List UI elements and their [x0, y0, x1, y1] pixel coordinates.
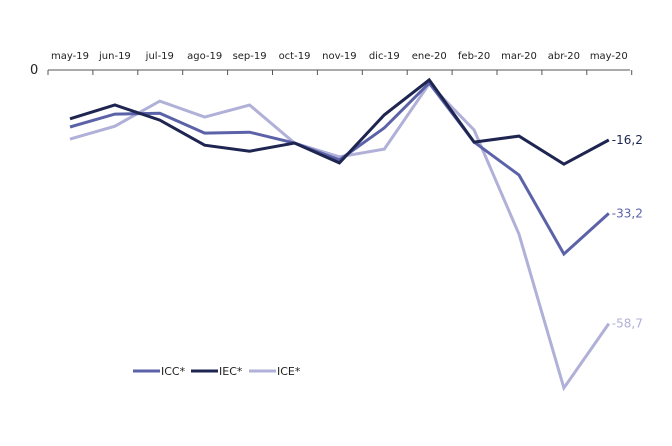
series-line-iec: [69, 77, 610, 166]
x-tick-label: sep-19: [233, 51, 267, 62]
x-tick-label: dic-19: [369, 51, 400, 62]
series-line-icc: [69, 80, 610, 257]
x-tick-label: may-19: [51, 51, 89, 62]
legend-label: IEC*: [219, 365, 243, 378]
end-value-label: -16,2: [612, 133, 643, 147]
end-value-label: -58,7: [612, 317, 643, 331]
x-tick-label: jun-19: [98, 51, 131, 62]
x-tick-label: oct-19: [279, 51, 311, 62]
x-tick-label: jul-19: [145, 51, 174, 62]
x-tick-label: nov-19: [322, 51, 356, 62]
end-value-label: -33,2: [612, 206, 643, 220]
x-tick-label: may-20: [590, 51, 628, 62]
x-tick-label: abr-20: [548, 51, 580, 62]
x-tick-label: mar-20: [501, 51, 537, 62]
series-line-ice: [69, 81, 611, 392]
legend-label: ICC*: [161, 365, 186, 378]
y-zero-label: 0: [30, 63, 38, 78]
x-tick-label: ene-20: [412, 51, 447, 62]
x-tick-label: feb-20: [458, 51, 490, 62]
x-tick-label: ago-19: [187, 51, 222, 62]
legend-label: ICE*: [277, 365, 301, 378]
